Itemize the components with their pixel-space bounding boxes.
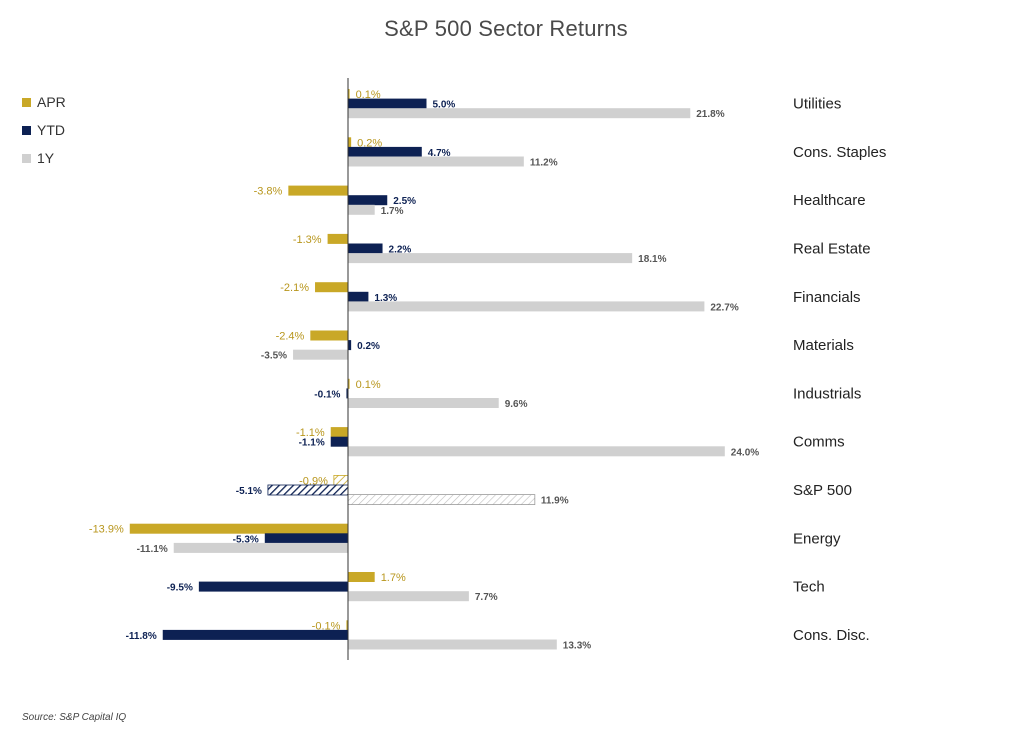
data-label-ytd-7: -0.1% — [314, 389, 340, 400]
data-label-ytd-3: 2.5% — [393, 196, 416, 207]
data-label-1y-8: 24.0% — [731, 447, 759, 458]
bar-ytd-8 — [330, 436, 348, 447]
data-label-ytd-4: 2.2% — [389, 245, 412, 256]
bar-1y-4 — [348, 253, 633, 264]
data-label-ytd-12: -11.8% — [126, 631, 157, 642]
bar-1y-3 — [348, 204, 375, 215]
data-label-apr-3: -3.8% — [254, 186, 283, 198]
legend-label: APR — [37, 94, 66, 110]
bar-apr-12 — [346, 620, 348, 631]
data-label-1y-7: 9.6% — [505, 399, 528, 410]
data-label-ytd-8: -1.1% — [299, 438, 325, 449]
bar-1y-8 — [348, 446, 725, 457]
category-label: Materials — [793, 337, 854, 354]
data-label-ytd-2: 4.7% — [428, 148, 451, 159]
chart-title: S&P 500 Sector Returns — [384, 16, 628, 41]
data-label-1y-12: 13.3% — [563, 641, 591, 652]
bar-1y-11 — [348, 591, 469, 602]
legend-swatch — [22, 97, 31, 107]
bar-apr-9 — [333, 474, 349, 486]
data-label-ytd-9: -5.1% — [236, 486, 262, 497]
data-label-1y-4: 18.1% — [638, 254, 666, 265]
bar-ytd-5 — [348, 291, 369, 302]
bar-ytd-1 — [348, 98, 427, 109]
data-label-1y-10: -11.1% — [137, 544, 168, 555]
legend-item-1y: 1Y — [22, 144, 66, 172]
data-label-1y-5: 22.7% — [710, 302, 738, 313]
data-label-apr-5: -2.1% — [280, 282, 309, 294]
data-label-1y-2: 11.2% — [530, 158, 558, 169]
bar-1y-2 — [348, 156, 524, 167]
bar-apr-2 — [348, 137, 352, 148]
bar-1y-6 — [293, 349, 348, 360]
category-label: Healthcare — [793, 192, 866, 209]
category-label: Real Estate — [793, 241, 871, 258]
category-label: Financials — [793, 289, 861, 306]
data-label-ytd-5: 1.3% — [374, 293, 397, 304]
bar-ytd-6 — [348, 340, 352, 351]
data-label-apr-9: -0.9% — [299, 475, 328, 487]
bar-ytd-3 — [348, 195, 388, 206]
data-label-apr-12: -0.1% — [312, 620, 341, 632]
data-label-apr-2: 0.2% — [357, 137, 382, 149]
bar-ytd-2 — [348, 146, 422, 157]
bar-ytd-4 — [348, 243, 383, 254]
bar-apr-5 — [315, 282, 348, 293]
data-label-apr-7: 0.1% — [356, 379, 381, 391]
bar-apr-6 — [310, 330, 348, 341]
bar-ytd-12 — [162, 629, 348, 640]
bar-apr-8 — [330, 427, 348, 438]
category-label: Comms — [793, 434, 845, 451]
data-label-ytd-1: 5.0% — [433, 100, 456, 111]
data-label-1y-6: -3.5% — [261, 351, 287, 362]
bar-ytd-10 — [264, 533, 348, 544]
bar-apr-10 — [129, 523, 348, 534]
bar-apr-3 — [288, 185, 348, 196]
data-label-ytd-6: 0.2% — [357, 341, 380, 352]
legend: APR YTD 1Y — [22, 88, 66, 172]
category-label: Cons. Staples — [793, 144, 886, 161]
bar-ytd-11 — [198, 581, 348, 592]
bar-1y-5 — [348, 301, 705, 312]
data-label-1y-11: 7.7% — [475, 592, 498, 603]
legend-label: YTD — [37, 122, 65, 138]
bar-apr-11 — [348, 572, 375, 582]
data-label-ytd-11: -9.5% — [167, 583, 193, 594]
category-label: S&P 500 — [793, 482, 852, 499]
category-label: Utilities — [793, 96, 841, 113]
bar-apr-7 — [348, 378, 350, 389]
data-label-apr-4: -1.3% — [293, 234, 322, 246]
data-label-apr-10: -13.9% — [89, 524, 124, 536]
data-label-apr-6: -2.4% — [276, 331, 305, 343]
data-label-1y-1: 21.8% — [696, 109, 724, 120]
bar-apr-1 — [348, 89, 350, 99]
category-label: Industrials — [793, 385, 861, 402]
bar-1y-1 — [348, 108, 691, 119]
bar-1y-10 — [173, 542, 348, 553]
bar-1y-7 — [348, 398, 499, 408]
data-label-ytd-10: -5.3% — [233, 534, 259, 545]
data-label-apr-8: -1.1% — [296, 427, 325, 439]
bar-1y-9 — [347, 494, 536, 506]
legend-swatch — [22, 125, 31, 135]
category-label: Tech — [793, 579, 825, 596]
legend-label: 1Y — [37, 150, 55, 166]
legend-item-ytd: YTD — [22, 116, 66, 144]
source-note: Source: S&P Capital IQ — [22, 712, 127, 723]
data-label-1y-3: 1.7% — [381, 206, 404, 217]
legend-item-apr: APR — [22, 88, 66, 116]
bar-ytd-7 — [346, 388, 348, 399]
data-label-apr-1: 0.1% — [356, 89, 381, 101]
data-label-apr-11: 1.7% — [381, 572, 406, 584]
bar-apr-4 — [327, 233, 348, 244]
data-label-1y-9: 11.9% — [541, 496, 569, 507]
legend-swatch — [22, 153, 31, 163]
category-label: Energy — [793, 530, 841, 547]
bar-1y-12 — [348, 639, 557, 650]
category-label: Cons. Disc. — [793, 627, 870, 644]
